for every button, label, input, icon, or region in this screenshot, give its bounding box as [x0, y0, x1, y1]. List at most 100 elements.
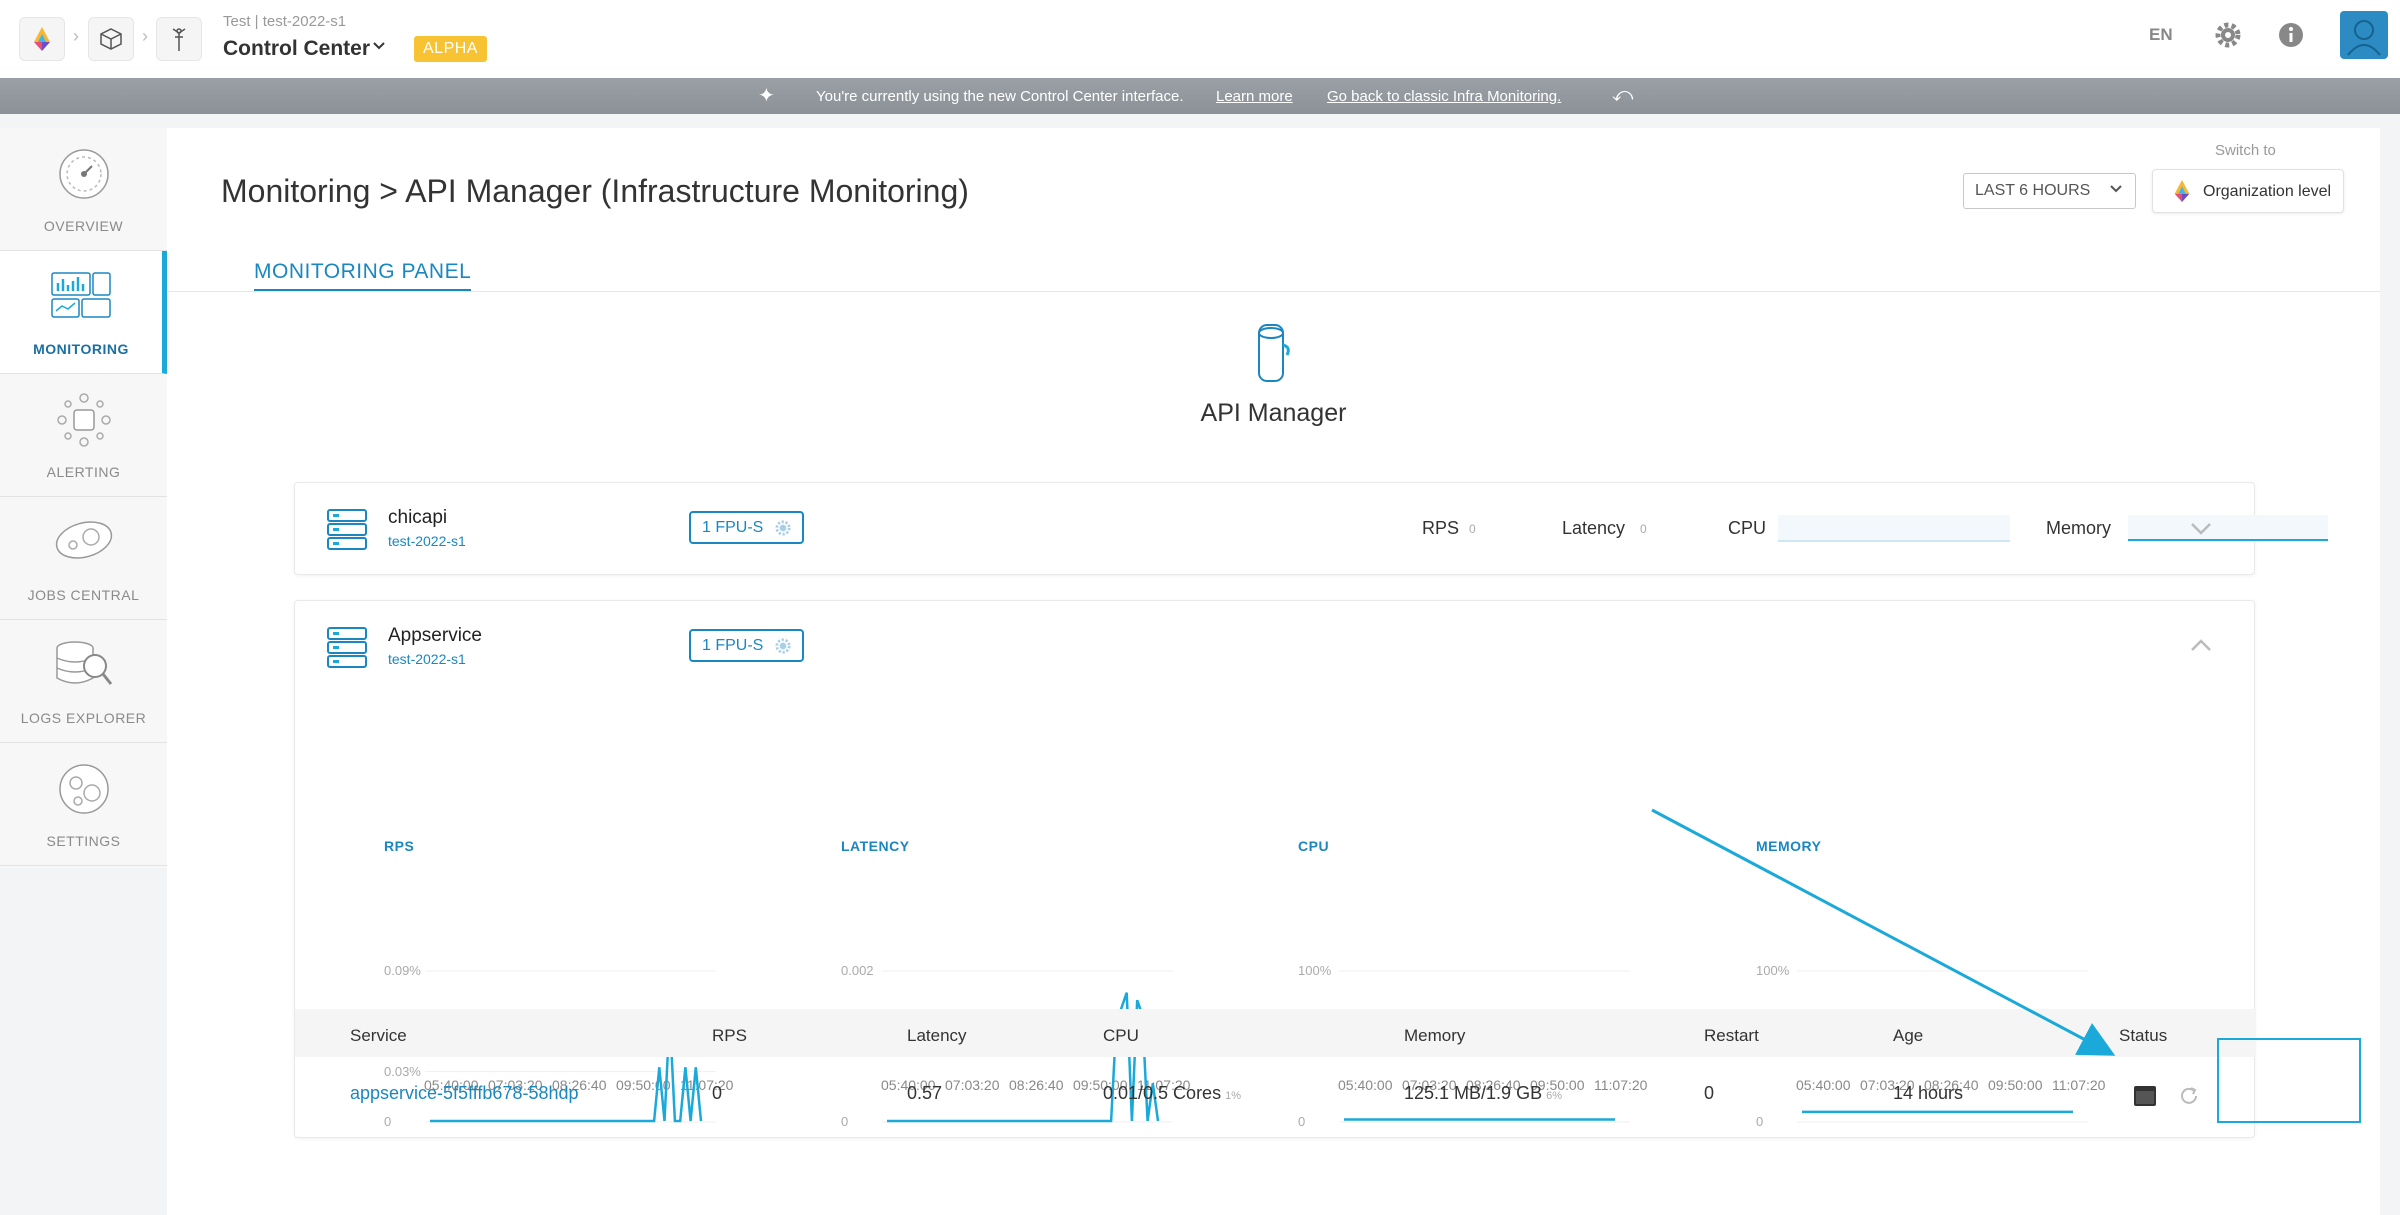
- column-header-restart[interactable]: Restart: [1704, 1026, 1759, 1045]
- y-tick-label: 0: [384, 1114, 392, 1129]
- fpu-label: 1 FPU-S: [702, 519, 764, 536]
- main-panel: Monitoring > API Manager (Infrastructure…: [167, 128, 2380, 1215]
- x-tick-label: 11:07:20: [1594, 1077, 1648, 1093]
- chevron-down-icon: [2109, 181, 2123, 199]
- cpu-label: CPU: [1728, 518, 1767, 538]
- refresh-icon[interactable]: [2178, 1085, 2200, 1107]
- tab-monitoring-panel[interactable]: MONITORING PANEL: [254, 260, 472, 292]
- breadcrumb-root[interactable]: Monitoring: [221, 173, 371, 209]
- row-memory-percent: 6%: [1546, 1090, 1562, 1102]
- column-header-age[interactable]: Age: [1893, 1026, 1924, 1045]
- row-cpu: 0.01/0.5 Cores 1%: [1103, 1083, 1241, 1104]
- column-header-cpu[interactable]: CPU: [1103, 1026, 1139, 1045]
- y-tick-label: 100%: [1298, 963, 1332, 978]
- jobs-icon: [55, 521, 112, 559]
- chevron-down-icon[interactable]: [372, 38, 386, 56]
- service-name: Appservice: [388, 625, 482, 646]
- sparkle-icon: ✦: [758, 85, 775, 107]
- x-tick-label: 11:07:20: [1137, 1077, 1191, 1093]
- server-icon: [327, 509, 367, 550]
- y-tick-label: 0.002: [841, 963, 874, 978]
- x-tick-label: 09:50:00: [1530, 1077, 1585, 1093]
- project-subtitle: Test | test-2022-s1: [223, 13, 347, 30]
- fpu-badge[interactable]: 1 FPU-S: [689, 511, 804, 544]
- avatar[interactable]: [2340, 11, 2388, 59]
- tab-divider: [167, 291, 2380, 292]
- y-tick-label: 0: [841, 1114, 849, 1129]
- column-header-latency[interactable]: Latency: [907, 1026, 967, 1045]
- organization-level-label: Organization level: [2203, 183, 2332, 200]
- y-tick-label: 0.09%: [384, 963, 421, 978]
- cube-icon: [100, 28, 122, 50]
- sidebar-item-jobs-central[interactable]: JOBS CENTRAL: [0, 497, 167, 620]
- y-tick-label: 0.03%: [384, 1063, 421, 1079]
- sidebar-item-alerting[interactable]: ALERTING: [0, 374, 167, 497]
- row-rps: 0: [712, 1083, 723, 1103]
- x-tick-label: 07:03:20: [945, 1077, 1000, 1093]
- sidebar-item-settings[interactable]: SETTINGS: [0, 743, 167, 866]
- alert-network-icon: [56, 393, 111, 447]
- gear-icon: [775, 520, 791, 536]
- classic-monitoring-link[interactable]: Go back to classic Infra Monitoring.: [1327, 88, 1562, 105]
- organization-level-button[interactable]: Organization level: [2152, 169, 2344, 213]
- service-env: test-2022-s1: [388, 533, 466, 549]
- row-age: 14 hours: [1893, 1083, 1964, 1103]
- page-title: Monitoring > API Manager (Infrastructure…: [221, 173, 969, 210]
- x-tick-label: 07:03:20: [488, 1077, 543, 1093]
- column-header-service[interactable]: Service: [350, 1026, 407, 1045]
- series-line: [430, 1015, 703, 1123]
- column-header-rps[interactable]: RPS: [712, 1026, 747, 1045]
- info-banner: ✦ You're currently using the new Control…: [0, 78, 2400, 114]
- y-tick-label: 0: [1756, 1114, 1764, 1129]
- column-header-memory[interactable]: Memory: [1404, 1026, 1466, 1045]
- project-title[interactable]: Control Center: [223, 37, 370, 60]
- info-icon[interactable]: [2275, 19, 2307, 51]
- app-logo-button[interactable]: [19, 17, 65, 61]
- row-cpu-percent: 1%: [1225, 1090, 1241, 1102]
- sidebar: OVERVIEW MONITORING ALERTING: [0, 128, 167, 868]
- control-center-button[interactable]: [156, 17, 202, 61]
- sidebar-item-label: JOBS CENTRAL: [27, 587, 140, 603]
- learn-more-link[interactable]: Learn more: [1216, 88, 1293, 105]
- memory-usage-bar: [2128, 515, 2328, 541]
- chevron-right-icon: ›: [142, 26, 148, 46]
- chevron-down-icon[interactable]: [2189, 521, 2213, 537]
- project-button[interactable]: [88, 17, 134, 61]
- sidebar-item-label: OVERVIEW: [43, 218, 124, 234]
- antenna-icon: [172, 28, 186, 51]
- gear-icon[interactable]: [2212, 19, 2244, 51]
- sidebar-item-overview[interactable]: OVERVIEW: [0, 128, 167, 251]
- service-card-chicapi[interactable]: chicapi test-2022-s1 1 FPU-S RPS 0 Laten…: [294, 482, 2328, 575]
- chart-title-memory: MEMORY: [1756, 838, 1822, 854]
- sidebar-item-logs-explorer[interactable]: LOGS EXPLORER: [0, 620, 167, 743]
- terminal-icon[interactable]: [2133, 1085, 2157, 1107]
- x-tick-label: 08:26:40: [552, 1077, 607, 1093]
- breadcrumb-current: API Manager (Infrastructure Monitoring): [405, 173, 969, 209]
- chart-title-rps: RPS: [384, 838, 415, 854]
- section-title: API Manager: [1200, 399, 1347, 427]
- chevron-right-icon: ›: [73, 26, 79, 46]
- language-switch[interactable]: EN: [2149, 25, 2173, 44]
- alpha-badge: ALPHA: [414, 36, 487, 62]
- x-tick-label: 08:26:40: [1009, 1077, 1064, 1093]
- sidebar-item-monitoring[interactable]: MONITORING: [0, 251, 167, 374]
- row-memory: 125.1 MB/1.9 GB 6%: [1404, 1083, 1562, 1104]
- chart-title-cpu: CPU: [1298, 838, 1330, 854]
- x-tick-label: 05:40:00: [1796, 1077, 1851, 1093]
- time-range-select[interactable]: LAST 6 HOURS: [1963, 173, 2136, 209]
- chevron-up-icon[interactable]: [2189, 637, 2213, 653]
- x-tick-label: 05:40:00: [424, 1077, 479, 1093]
- service-card-appservice[interactable]: Appservice test-2022-s1 1 FPU-S RPS 0.09%…: [294, 600, 2361, 1138]
- settings-globe-icon: [58, 764, 109, 814]
- chart-title-latency: LATENCY: [841, 838, 910, 854]
- row-latency: 0.57: [907, 1083, 943, 1103]
- column-header-status[interactable]: Status: [2119, 1026, 2168, 1045]
- service-pod-link[interactable]: appservice-5f5fffb678-58hdp: [350, 1083, 579, 1103]
- x-tick-label: 05:40:00: [1338, 1077, 1393, 1093]
- banner-text: You're currently using the new Control C…: [816, 88, 1184, 105]
- latency-value: 0: [1640, 522, 1647, 536]
- rps-value: 0: [1469, 522, 1476, 536]
- x-tick-label: 07:03:20: [1860, 1077, 1915, 1093]
- fpu-badge[interactable]: 1 FPU-S: [689, 629, 804, 662]
- service-name: chicapi: [388, 507, 448, 528]
